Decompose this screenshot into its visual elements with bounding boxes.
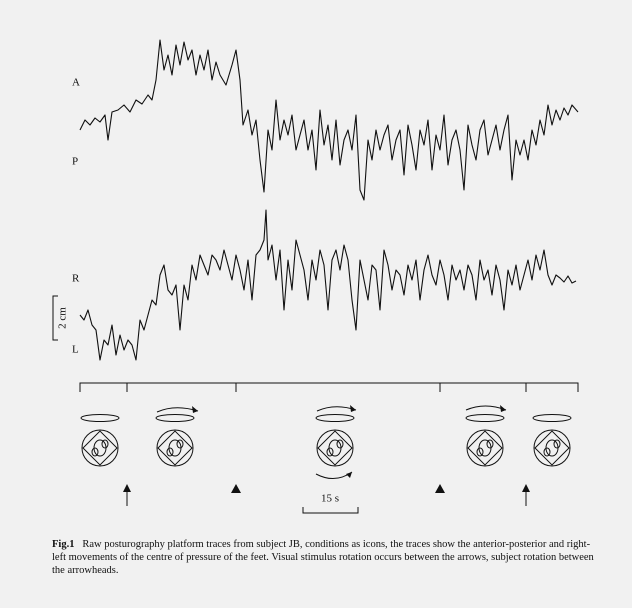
caption: Fig.1 Raw posturography platform traces … xyxy=(52,538,597,577)
label-a: A xyxy=(72,77,80,89)
label-p: P xyxy=(72,156,78,168)
time-scale-label: 15 s xyxy=(321,493,339,505)
condition-icons xyxy=(81,405,571,479)
ap-trace xyxy=(80,40,578,200)
timeline xyxy=(80,383,578,392)
label-l: L xyxy=(72,344,79,356)
rl-trace xyxy=(80,210,576,360)
figure: A P R L 2 cm 15 s xyxy=(0,0,632,608)
caption-text: Raw posturography platform traces from s… xyxy=(52,539,594,576)
label-r: R xyxy=(72,273,80,285)
time-scale-bar xyxy=(303,507,358,513)
page: A P R L 2 cm 15 s Fig.1 Raw posturograph… xyxy=(0,0,632,608)
amplitude-scale-label: 2 cm xyxy=(57,307,69,329)
caption-label: Fig.1 xyxy=(52,539,74,550)
